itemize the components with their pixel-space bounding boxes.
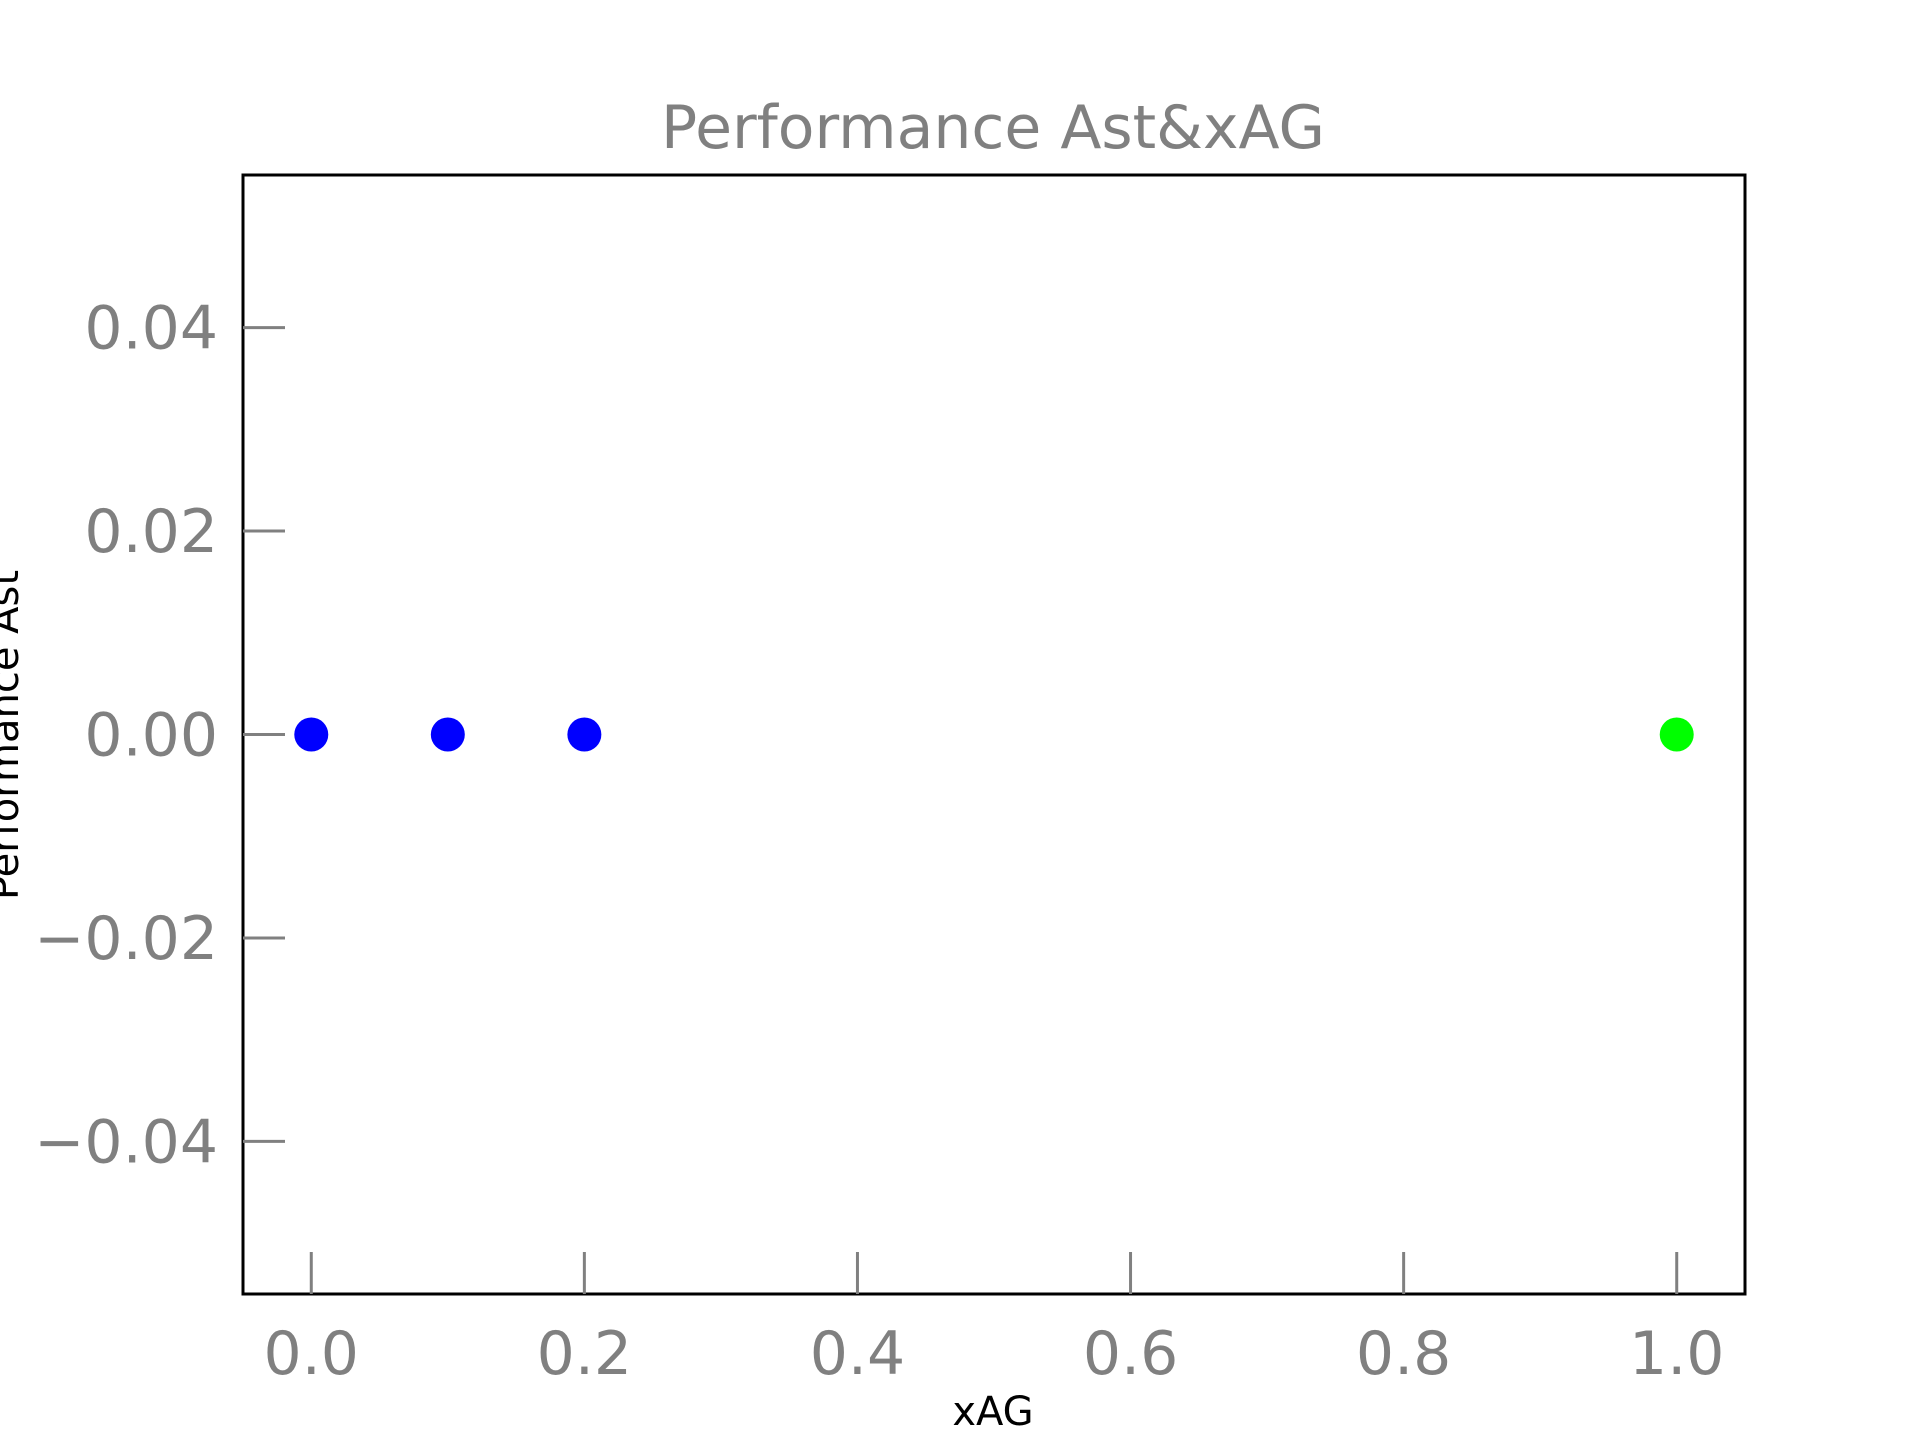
x-tick-label: 1.0 — [1629, 1319, 1724, 1389]
x-tick-label: 0.2 — [537, 1319, 632, 1389]
x-axis-ticks: 0.0 0.2 0.4 0.6 0.8 1.0 — [264, 1252, 1724, 1389]
y-axis-label: Performance Ast — [0, 570, 28, 900]
y-tick-label: 0.04 — [84, 294, 218, 364]
x-tick-label: 0.8 — [1356, 1319, 1451, 1389]
x-tick-label: 0.0 — [264, 1319, 359, 1389]
data-points — [294, 717, 1694, 752]
y-axis-ticks: 0.04 0.02 0.00 −0.02 −0.04 — [34, 294, 285, 1177]
y-tick-label: 0.02 — [84, 497, 218, 567]
x-tick-label: 0.6 — [1083, 1319, 1178, 1389]
x-tick-label: 0.4 — [810, 1319, 905, 1389]
x-axis-label: xAG — [952, 1389, 1033, 1435]
data-point — [1659, 717, 1694, 752]
data-point — [567, 717, 602, 752]
y-tick-label: 0.00 — [84, 701, 218, 771]
plot-area-frame — [241, 173, 1747, 1296]
chart-title: Performance Ast&xAG — [661, 93, 1325, 163]
y-tick-label: −0.02 — [34, 904, 218, 974]
y-tick-label: −0.04 — [34, 1107, 218, 1177]
data-point — [430, 717, 465, 752]
data-point — [294, 717, 329, 752]
